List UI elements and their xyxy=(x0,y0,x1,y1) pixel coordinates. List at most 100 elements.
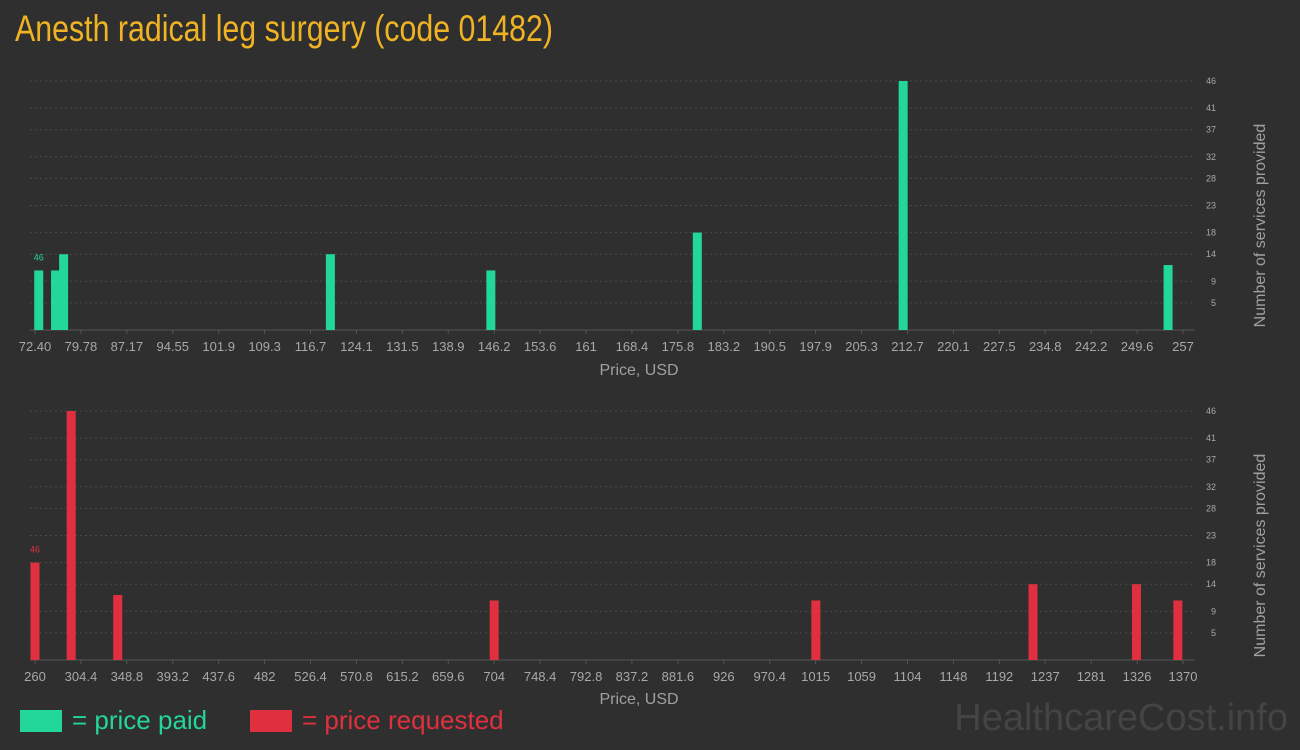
y-tick-label: 18 xyxy=(1206,228,1216,238)
x-tick-label: 175.8 xyxy=(662,339,695,354)
bar xyxy=(30,562,40,660)
x-tick-label: 526.4 xyxy=(294,669,327,684)
peak-value-label: 46 xyxy=(30,545,40,555)
x-tick-label: 153.6 xyxy=(524,339,557,354)
bar xyxy=(1163,265,1173,330)
legend-paid: = price paid xyxy=(20,705,207,736)
x-tick-label: 837.2 xyxy=(616,669,649,684)
peak-value-label: 46 xyxy=(34,252,44,262)
y-tick-label: 23 xyxy=(1206,201,1216,211)
x-tick-label: 615.2 xyxy=(386,669,419,684)
x-tick-label: 79.78 xyxy=(65,339,98,354)
x-tick-label: 249.6 xyxy=(1121,339,1154,354)
x-tick-label: 205.3 xyxy=(845,339,878,354)
x-tick-label: 101.9 xyxy=(202,339,235,354)
x-tick-label: 220.1 xyxy=(937,339,970,354)
bar xyxy=(113,595,123,660)
x-tick-label: 1015 xyxy=(801,669,830,684)
x-tick-label: 212.7 xyxy=(891,339,924,354)
y-tick-label: 28 xyxy=(1206,503,1216,513)
x-tick-label: 227.5 xyxy=(983,339,1016,354)
x-tick-label: 926 xyxy=(713,669,735,684)
bar xyxy=(66,411,76,660)
price-paid-chart: 5 9 14 18 23 28 32 37 41 46 72.40 79.78 87.17 94.55 10… xyxy=(19,76,1269,379)
x-tick-label: 792.8 xyxy=(570,669,603,684)
bar xyxy=(1173,600,1183,660)
y-tick-label: 18 xyxy=(1206,558,1216,568)
y-tick-label: 9 xyxy=(1211,276,1216,286)
x-tick-label: 257 xyxy=(1172,339,1194,354)
bar xyxy=(51,270,61,330)
bar xyxy=(811,600,821,660)
x-tick-label: 482 xyxy=(254,669,276,684)
x-tick-label: 659.6 xyxy=(432,669,465,684)
x-tick-label: 109.3 xyxy=(248,339,281,354)
y-tick-label: 37 xyxy=(1206,125,1216,135)
x-tick-label: 570.8 xyxy=(340,669,373,684)
x-tick-label: 1281 xyxy=(1077,669,1106,684)
x-tick-label: 437.6 xyxy=(202,669,235,684)
x-tick-label: 168.4 xyxy=(616,339,649,354)
x-tick-label: 1104 xyxy=(893,669,921,684)
x-tick-label: 87.17 xyxy=(111,339,144,354)
x-tick-label: 748.4 xyxy=(524,669,557,684)
x-tick-label: 72.40 xyxy=(19,339,52,354)
bar xyxy=(898,81,908,330)
y-tick-label: 23 xyxy=(1206,531,1216,541)
bar xyxy=(34,270,44,330)
x-tick-label: 704 xyxy=(483,669,505,684)
x-tick-label: 242.2 xyxy=(1075,339,1108,354)
legend-paid-label: = price paid xyxy=(72,705,208,735)
bar xyxy=(325,254,335,330)
x-tick-label: 161 xyxy=(575,339,597,354)
y-tick-label: 37 xyxy=(1206,455,1216,465)
x-tick-label: 183.2 xyxy=(708,339,741,354)
bar xyxy=(59,254,69,330)
bar xyxy=(1028,584,1038,660)
x-tick-label: 116.7 xyxy=(295,339,327,354)
x-tick-label: 970.4 xyxy=(753,669,786,684)
y-tick-label: 28 xyxy=(1206,173,1216,183)
legend-requested: = price requested xyxy=(250,705,504,736)
legend-requested-label: = price requested xyxy=(302,705,504,735)
y-tick-label: 32 xyxy=(1206,152,1216,162)
y-tick-label: 46 xyxy=(1206,76,1216,86)
x-tick-label: 260 xyxy=(24,669,46,684)
x-axis-title: Price, USD xyxy=(599,362,678,379)
y-axis-title: Number of services provided xyxy=(1252,454,1269,658)
y-tick-label: 46 xyxy=(1206,406,1216,416)
x-tick-label: 197.9 xyxy=(799,339,832,354)
x-tick-label: 138.9 xyxy=(432,339,465,354)
x-tick-label: 124.1 xyxy=(340,339,373,354)
y-tick-label: 41 xyxy=(1206,433,1216,443)
x-tick-label: 348.8 xyxy=(111,669,144,684)
legend-requested-swatch xyxy=(250,709,292,732)
x-axis-title: Price, USD xyxy=(599,691,678,708)
x-tick-label: 304.4 xyxy=(65,669,98,684)
price-requested-chart: 5 9 14 18 23 28 32 37 41 46 260 304.4 348.8 393.2 437.… xyxy=(24,406,1269,708)
x-tick-label: 1326 xyxy=(1123,669,1152,684)
y-tick-label: 14 xyxy=(1206,249,1216,259)
y-tick-label: 9 xyxy=(1211,606,1216,616)
bar xyxy=(486,270,496,330)
bar xyxy=(489,600,499,660)
x-tick-label: 131.5 xyxy=(386,339,419,354)
x-tick-label: 94.55 xyxy=(156,339,189,354)
bar xyxy=(1131,584,1141,660)
chart-title: Anesth radical leg surgery (code 01482) xyxy=(15,8,554,49)
x-tick-label: 1059 xyxy=(847,669,876,684)
x-tick-label: 1148 xyxy=(939,669,967,684)
y-tick-label: 5 xyxy=(1211,298,1216,308)
legend-paid-swatch xyxy=(20,709,62,732)
x-tick-label: 1192 xyxy=(985,669,1013,684)
x-tick-label: 234.8 xyxy=(1029,339,1062,354)
x-tick-label: 881.6 xyxy=(662,669,695,684)
x-tick-label: 1237 xyxy=(1031,669,1060,684)
y-axis-title: Number of services provided xyxy=(1252,124,1269,328)
y-tick-label: 14 xyxy=(1206,579,1216,589)
x-tick-label: 1370 xyxy=(1169,669,1198,684)
watermark: HealthcareCost.info xyxy=(954,697,1288,739)
y-tick-label: 32 xyxy=(1206,482,1216,492)
x-tick-label: 146.2 xyxy=(478,339,511,354)
